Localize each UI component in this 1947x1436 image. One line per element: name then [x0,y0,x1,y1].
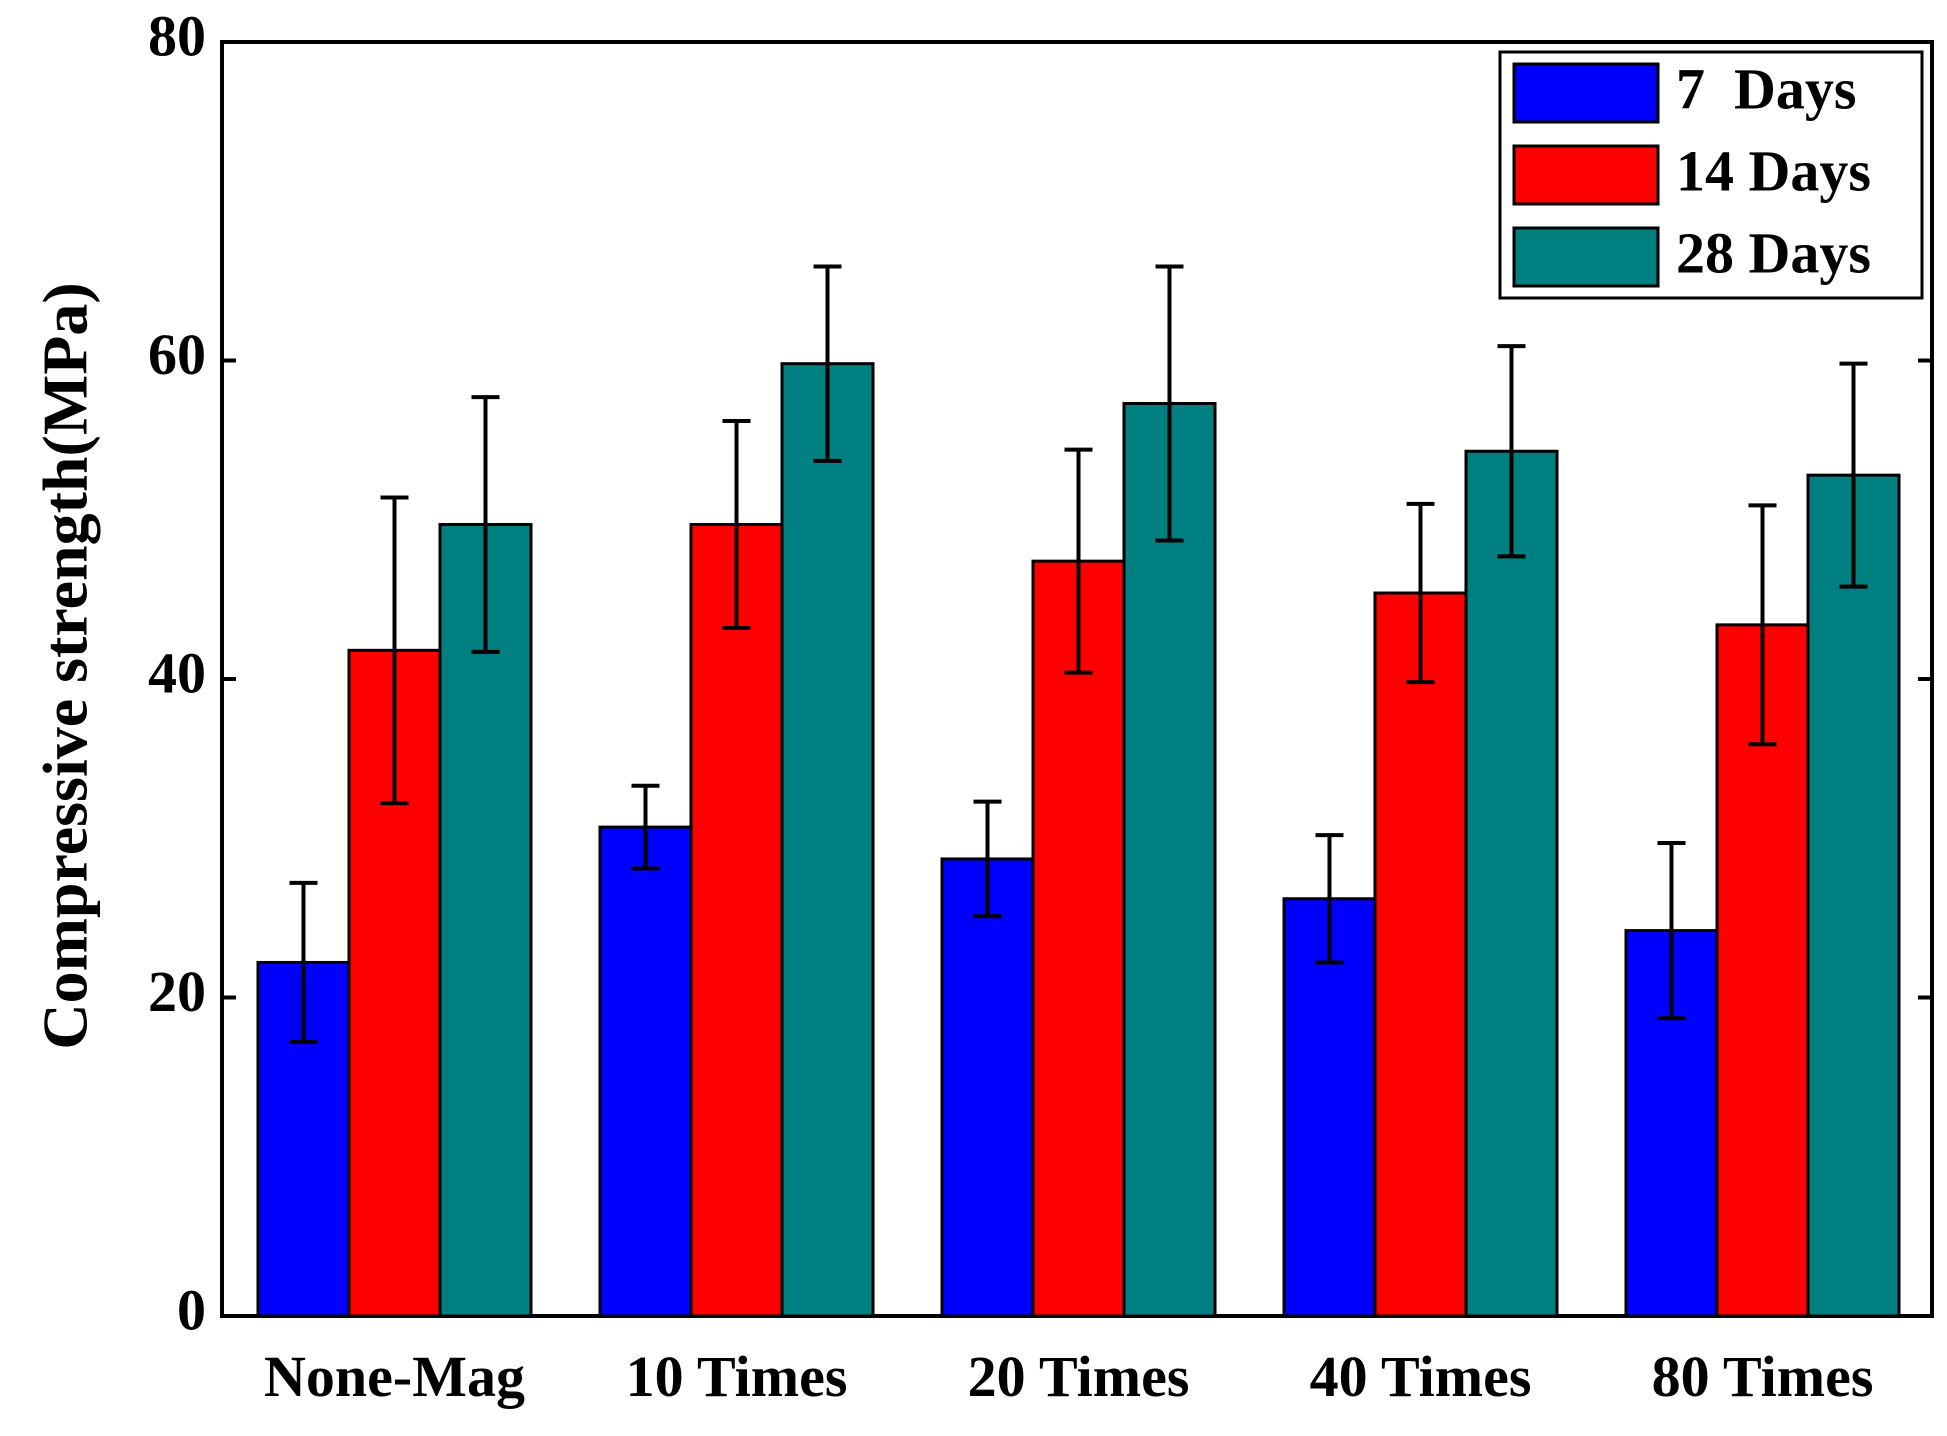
y-tick-label: 40 [148,640,206,705]
legend-swatch [1512,62,1660,124]
bar [598,825,693,1318]
legend-label: 28 Days [1676,220,1871,285]
bar [780,362,875,1318]
bar [940,857,1035,1318]
legend-swatch [1512,226,1660,288]
y-tick-label: 0 [177,1277,206,1342]
bar [1282,897,1377,1318]
y-axis-title: Compressive strength(MPa) [30,282,101,1049]
x-category-label: 10 Times [626,1344,848,1409]
bar [1031,559,1126,1318]
legend-label: 7 Days [1676,56,1856,121]
bar [1806,473,1901,1318]
bar [438,523,533,1318]
legend-swatch [1512,144,1660,206]
x-category-label: 80 Times [1652,1344,1874,1409]
y-tick-label: 80 [148,3,206,68]
x-category-label: 20 Times [968,1344,1190,1409]
bar [347,648,442,1318]
bar [1464,449,1559,1318]
bar [689,523,784,1318]
y-tick-label: 60 [148,322,206,387]
bar [1122,401,1217,1318]
bar [1373,591,1468,1318]
y-tick-label: 20 [148,959,206,1024]
legend-label: 14 Days [1676,138,1871,203]
x-category-label: 40 Times [1310,1344,1532,1409]
x-category-label: None-Mag [264,1344,525,1409]
